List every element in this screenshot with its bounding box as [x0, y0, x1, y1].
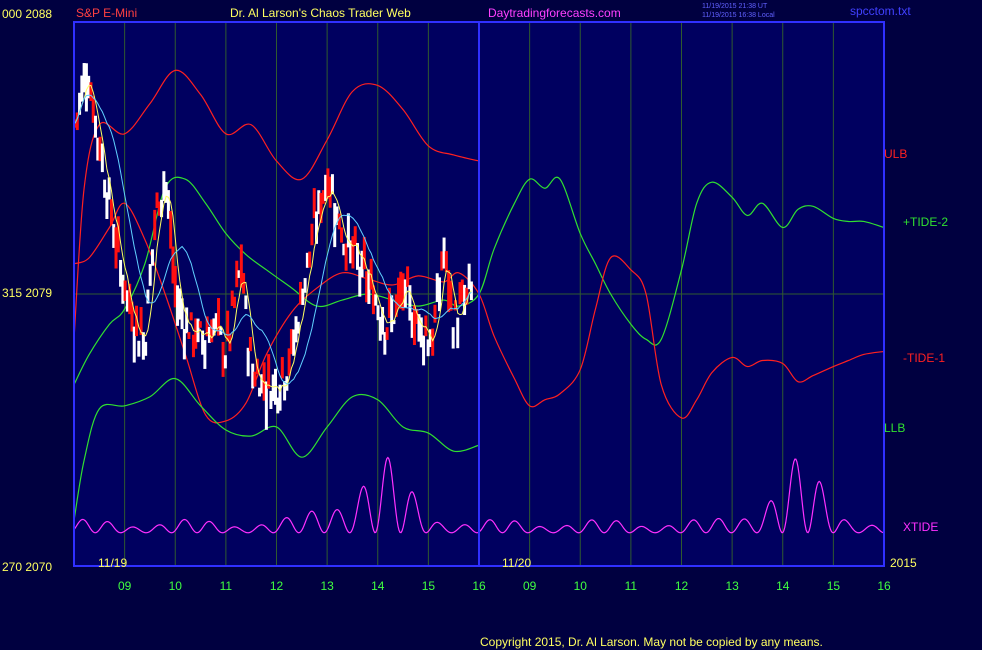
hour-label: 16 — [877, 579, 891, 593]
date-label-1120: 11/20 — [502, 556, 531, 570]
price-bars — [73, 63, 473, 430]
series-line-ulb — [73, 69, 480, 340]
hour-label: 12 — [270, 579, 284, 593]
data-file-name: spcctom.txt — [850, 4, 911, 18]
ma-fast-line — [74, 84, 472, 393]
series-line-llb — [73, 378, 480, 521]
hour-label: 12 — [675, 579, 689, 593]
hour-label: 09 — [523, 579, 537, 593]
tide-pos-label: +TIDE-2 — [903, 215, 948, 229]
year-label: 2015 — [890, 556, 917, 570]
y-label-bottom: 270 2070 — [2, 560, 52, 574]
tide-neg-label: -TIDE-1 — [903, 351, 945, 365]
instrument-label: S&P E-Mini — [76, 6, 137, 20]
ma-slow-line — [74, 94, 472, 385]
hour-label: 10 — [574, 579, 588, 593]
hour-label: 11 — [220, 579, 233, 593]
hour-label: 14 — [371, 579, 385, 593]
hour-label: 13 — [725, 579, 739, 593]
llb-label: LLB — [884, 421, 905, 435]
copyright-notice: Copyright 2015, Dr. Al Larson. May not b… — [480, 635, 823, 649]
hour-label: 13 — [320, 579, 334, 593]
xtide-label: XTIDE — [903, 520, 938, 534]
series-line--tide-2 — [73, 176, 885, 385]
hour-label: 15 — [422, 579, 436, 593]
author-title: Dr. Al Larson's Chaos Trader Web — [230, 6, 411, 20]
hour-labels: 09 10 11 12 13 14 15 16 09 10 11 12 13 14 15 16 — [118, 579, 891, 593]
date-label-1119: 11/19 — [98, 556, 127, 570]
hour-label: 11 — [625, 579, 638, 593]
y-label-mid: 315 2079 — [2, 286, 52, 300]
hour-label: 09 — [118, 579, 132, 593]
timestamp-ut: 11/19/2015 21:38 UT — [702, 3, 768, 10]
moving-averages — [74, 84, 472, 393]
timestamp-local: 11/19/2015 16:38 Local — [702, 12, 775, 19]
hour-label: 14 — [776, 579, 790, 593]
hour-label: 16 — [472, 579, 486, 593]
series-line--tide-1 — [73, 202, 885, 424]
site-link[interactable]: Daytradingforecasts.com — [488, 6, 621, 20]
hour-label: 15 — [827, 579, 841, 593]
ulb-label: ULB — [884, 147, 907, 161]
left-scale-top: 000 2088 — [2, 7, 52, 21]
hour-label: 10 — [169, 579, 183, 593]
